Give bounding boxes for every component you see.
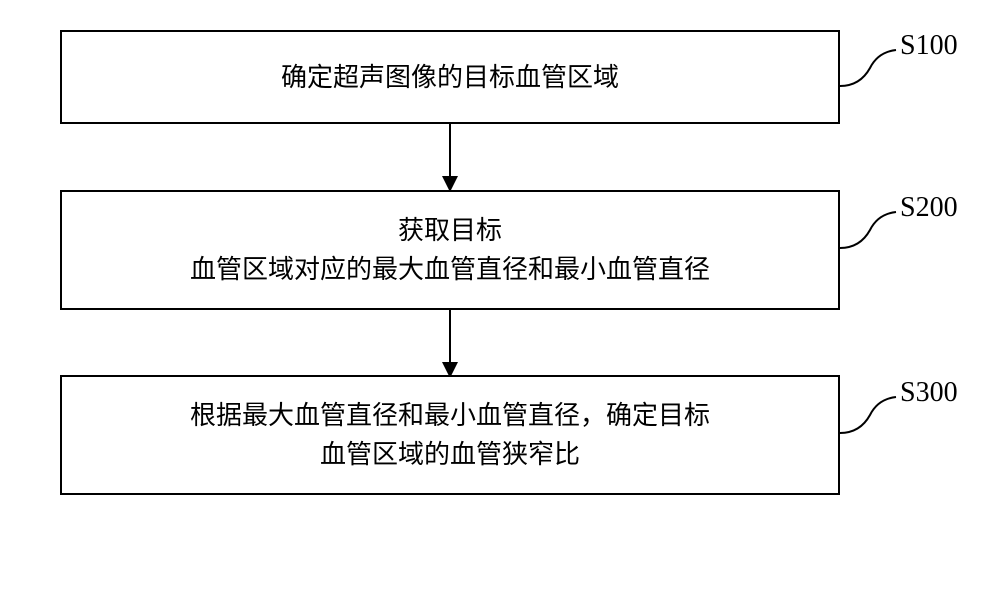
step-label-s100: S100 — [900, 30, 958, 62]
arrow-2 — [438, 310, 462, 380]
step-box-s200: 获取目标 血管区域对应的最大血管直径和最小血管直径 — [60, 190, 840, 310]
arrow-1 — [438, 124, 462, 194]
step-label-s200: S200 — [900, 192, 958, 224]
step-label-s300: S300 — [900, 377, 958, 409]
step-text-s100: 确定超声图像的目标血管区域 — [281, 58, 619, 97]
step-box-s100: 确定超声图像的目标血管区域 — [60, 30, 840, 124]
step-box-s300: 根据最大血管直径和最小血管直径，确定目标 血管区域的血管狭窄比 — [60, 375, 840, 495]
curve-connector-s100 — [838, 48, 898, 98]
step-text-s200: 获取目标 血管区域对应的最大血管直径和最小血管直径 — [190, 211, 710, 289]
step-line2-s200: 血管区域对应的最大血管直径和最小血管直径 — [190, 255, 710, 284]
curve-connector-s200 — [838, 210, 898, 260]
step-text-s300: 根据最大血管直径和最小血管直径，确定目标 血管区域的血管狭窄比 — [190, 396, 710, 474]
step-line1-s200: 获取目标 — [398, 216, 502, 245]
step-line1-s100: 确定超声图像的目标血管区域 — [281, 63, 619, 92]
curve-connector-s300 — [838, 395, 898, 445]
step-line2-s300: 血管区域的血管狭窄比 — [320, 440, 580, 469]
step-line1-s300: 根据最大血管直径和最小血管直径，确定目标 — [190, 401, 710, 430]
